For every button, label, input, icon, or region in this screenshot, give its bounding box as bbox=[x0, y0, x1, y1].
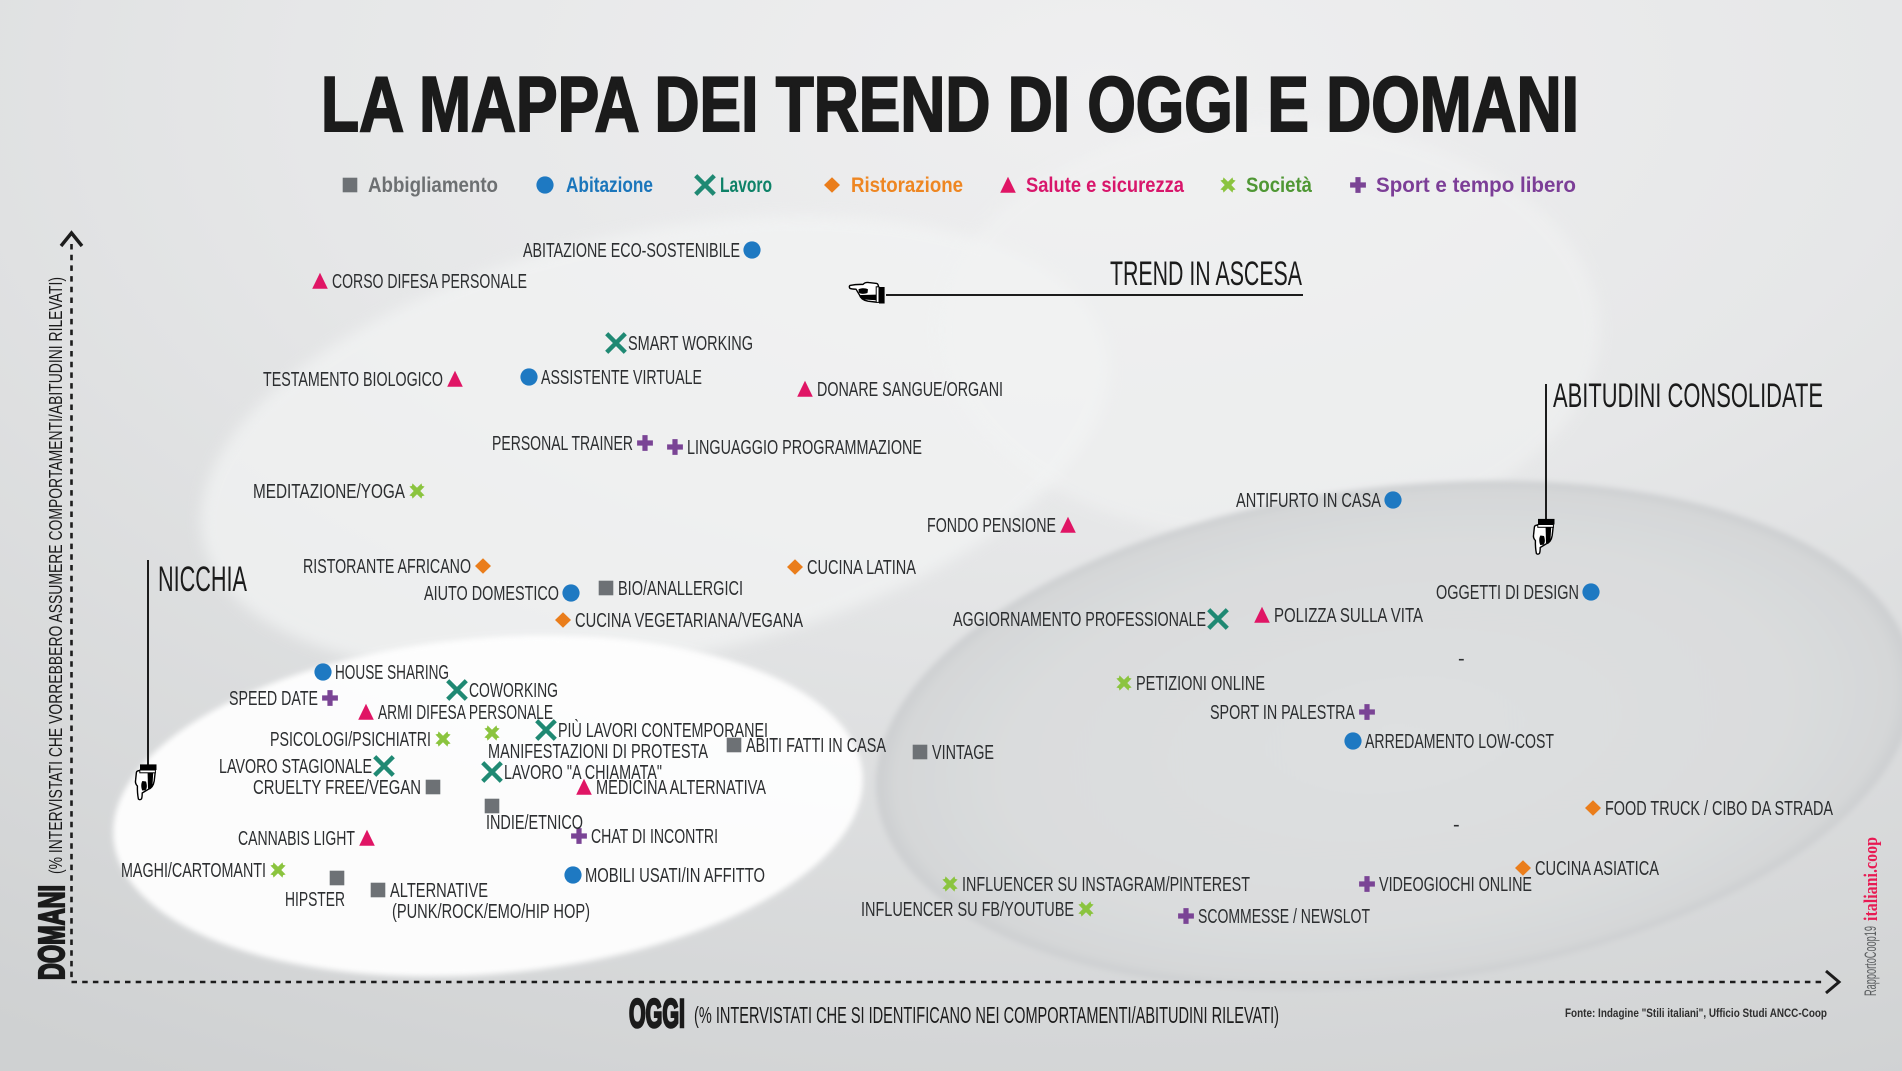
svg-text:VINTAGE: VINTAGE bbox=[932, 742, 994, 764]
svg-text:PSICOLOGI/PSICHIATRI: PSICOLOGI/PSICHIATRI bbox=[270, 729, 431, 751]
svg-text:ASSISTENTE VIRTUALE: ASSISTENTE VIRTUALE bbox=[541, 367, 702, 389]
svg-text:CUCINA VEGETARIANA/VEGANA: CUCINA VEGETARIANA/VEGANA bbox=[575, 610, 803, 632]
svg-text:(PUNK/ROCK/EMO/HIP HOP): (PUNK/ROCK/EMO/HIP HOP) bbox=[392, 901, 590, 923]
svg-text:CHAT DI INCONTRI: CHAT DI INCONTRI bbox=[591, 826, 718, 848]
svg-text:FOOD TRUCK / CIBO DA STRADA: FOOD TRUCK / CIBO DA STRADA bbox=[1605, 798, 1833, 820]
svg-text:Salute e sicurezza: Salute e sicurezza bbox=[1026, 173, 1185, 197]
svg-text:Lavoro: Lavoro bbox=[720, 173, 772, 197]
svg-text:Ristorazione: Ristorazione bbox=[851, 173, 963, 197]
svg-text:PETIZIONI ONLINE: PETIZIONI ONLINE bbox=[1136, 673, 1265, 695]
svg-text:ARREDAMENTO LOW-COST: ARREDAMENTO LOW-COST bbox=[1365, 731, 1554, 753]
svg-text:TESTAMENTO BIOLOGICO: TESTAMENTO BIOLOGICO bbox=[263, 369, 443, 391]
svg-text:CANNABIS LIGHT: CANNABIS LIGHT bbox=[238, 828, 355, 850]
svg-text:RISTORANTE AFRICANO: RISTORANTE AFRICANO bbox=[303, 556, 471, 578]
svg-text:OGGI: OGGI bbox=[629, 992, 685, 1036]
svg-text:LINGUAGGIO PROGRAMMAZIONE: LINGUAGGIO PROGRAMMAZIONE bbox=[687, 437, 922, 459]
svg-text:Società: Società bbox=[1246, 173, 1313, 197]
svg-text:AIUTO DOMESTICO: AIUTO DOMESTICO bbox=[424, 583, 559, 605]
svg-text:Abitazione: Abitazione bbox=[566, 173, 653, 197]
svg-text:ABITUDINI CONSOLIDATE: ABITUDINI CONSOLIDATE bbox=[1553, 377, 1823, 415]
svg-text:PERSONAL TRAINER: PERSONAL TRAINER bbox=[492, 433, 633, 455]
svg-text:BIO/ANALLERGICI: BIO/ANALLERGICI bbox=[618, 578, 743, 600]
svg-text:HIPSTER: HIPSTER bbox=[285, 889, 345, 911]
svg-text:DONARE SANGUE/ORGANI: DONARE SANGUE/ORGANI bbox=[817, 379, 1003, 401]
svg-text:-: - bbox=[1458, 648, 1465, 670]
svg-text:RapportoCoop19: RapportoCoop19 bbox=[1862, 926, 1880, 996]
svg-text:MANIFESTAZIONI DI PROTESTA: MANIFESTAZIONI DI PROTESTA bbox=[488, 741, 708, 763]
svg-text:CRUELTY FREE/VEGAN: CRUELTY FREE/VEGAN bbox=[253, 777, 421, 799]
svg-text:POLIZZA SULLA VITA: POLIZZA SULLA VITA bbox=[1274, 605, 1423, 627]
svg-text:CUCINA LATINA: CUCINA LATINA bbox=[807, 557, 916, 579]
svg-text:AGGIORNAMENTO PROFESSIONALE: AGGIORNAMENTO PROFESSIONALE bbox=[953, 609, 1206, 631]
svg-text:Abbigliamento: Abbigliamento bbox=[368, 173, 498, 197]
svg-text:COWORKING: COWORKING bbox=[469, 680, 558, 702]
svg-text:Sport e tempo libero: Sport e tempo libero bbox=[1376, 173, 1576, 197]
svg-text:MAGHI/CARTOMANTI: MAGHI/CARTOMANTI bbox=[121, 860, 266, 882]
svg-text:CUCINA ASIATICA: CUCINA ASIATICA bbox=[1535, 858, 1659, 880]
svg-text:INFLUENCER SU FB/YOUTUBE: INFLUENCER SU FB/YOUTUBE bbox=[861, 899, 1074, 921]
svg-text:ABITI FATTI IN CASA: ABITI FATTI IN CASA bbox=[746, 735, 886, 757]
svg-text:INDIE/ETNICO: INDIE/ETNICO bbox=[486, 812, 583, 834]
svg-text:MOBILI USATI/IN AFFITTO: MOBILI USATI/IN AFFITTO bbox=[585, 865, 765, 887]
svg-text:INFLUENCER SU INSTAGRAM/PINTER: INFLUENCER SU INSTAGRAM/PINTEREST bbox=[962, 874, 1250, 896]
svg-text:italiani.coop: italiani.coop bbox=[1861, 837, 1882, 921]
svg-text:OGGETTI DI DESIGN: OGGETTI DI DESIGN bbox=[1436, 582, 1579, 604]
svg-text:ABITAZIONE ECO-SOSTENIBILE: ABITAZIONE ECO-SOSTENIBILE bbox=[523, 240, 740, 262]
svg-text:DOMANI: DOMANI bbox=[31, 885, 72, 980]
svg-text:TREND IN ASCESA: TREND IN ASCESA bbox=[1110, 255, 1302, 293]
svg-text:PIÙ LAVORI CONTEMPORANEI: PIÙ LAVORI CONTEMPORANEI bbox=[558, 719, 768, 742]
svg-text:ALTERNATIVE: ALTERNATIVE bbox=[390, 880, 488, 902]
svg-text:SPORT IN PALESTRA: SPORT IN PALESTRA bbox=[1210, 702, 1355, 724]
svg-text:FONDO PENSIONE: FONDO PENSIONE bbox=[927, 515, 1056, 537]
svg-text:VIDEOGIOCHI ONLINE: VIDEOGIOCHI ONLINE bbox=[1379, 874, 1532, 896]
svg-text:HOUSE SHARING: HOUSE SHARING bbox=[335, 662, 449, 684]
svg-text:(% INTERVISTATI CHE VORREBBERO: (% INTERVISTATI CHE VORREBBERO ASSUMERE … bbox=[45, 277, 66, 874]
svg-text:ARMI DIFESA PERSONALE: ARMI DIFESA PERSONALE bbox=[378, 702, 553, 724]
svg-text:(% INTERVISTATI CHE SI IDENTIF: (% INTERVISTATI CHE SI IDENTIFICANO NEI … bbox=[694, 1002, 1279, 1028]
svg-text:-: - bbox=[1453, 814, 1460, 836]
svg-text:Fonte: Indagine "Stili italian: Fonte: Indagine "Stili italiani", Uffici… bbox=[1565, 1008, 1827, 1020]
svg-text:SCOMMESSE / NEWSLOT: SCOMMESSE / NEWSLOT bbox=[1198, 906, 1370, 928]
svg-text:SPEED DATE: SPEED DATE bbox=[229, 688, 318, 710]
svg-text:LAVORO "A CHIAMATA": LAVORO "A CHIAMATA" bbox=[504, 762, 662, 784]
svg-text:NICCHIA: NICCHIA bbox=[158, 560, 247, 599]
svg-text:ANTIFURTO IN CASA: ANTIFURTO IN CASA bbox=[1236, 490, 1381, 512]
svg-text:SMART WORKING: SMART WORKING bbox=[628, 333, 753, 355]
svg-text:MEDICINA ALTERNATIVA: MEDICINA ALTERNATIVA bbox=[596, 777, 766, 799]
svg-text:MEDITAZIONE/YOGA: MEDITAZIONE/YOGA bbox=[253, 481, 405, 503]
svg-text:LA MAPPA DEI TREND DI OGGI E D: LA MAPPA DEI TREND DI OGGI E DOMANI bbox=[321, 60, 1579, 148]
svg-text:CORSO DIFESA PERSONALE: CORSO DIFESA PERSONALE bbox=[332, 271, 527, 293]
svg-text:LAVORO STAGIONALE: LAVORO STAGIONALE bbox=[219, 756, 372, 778]
